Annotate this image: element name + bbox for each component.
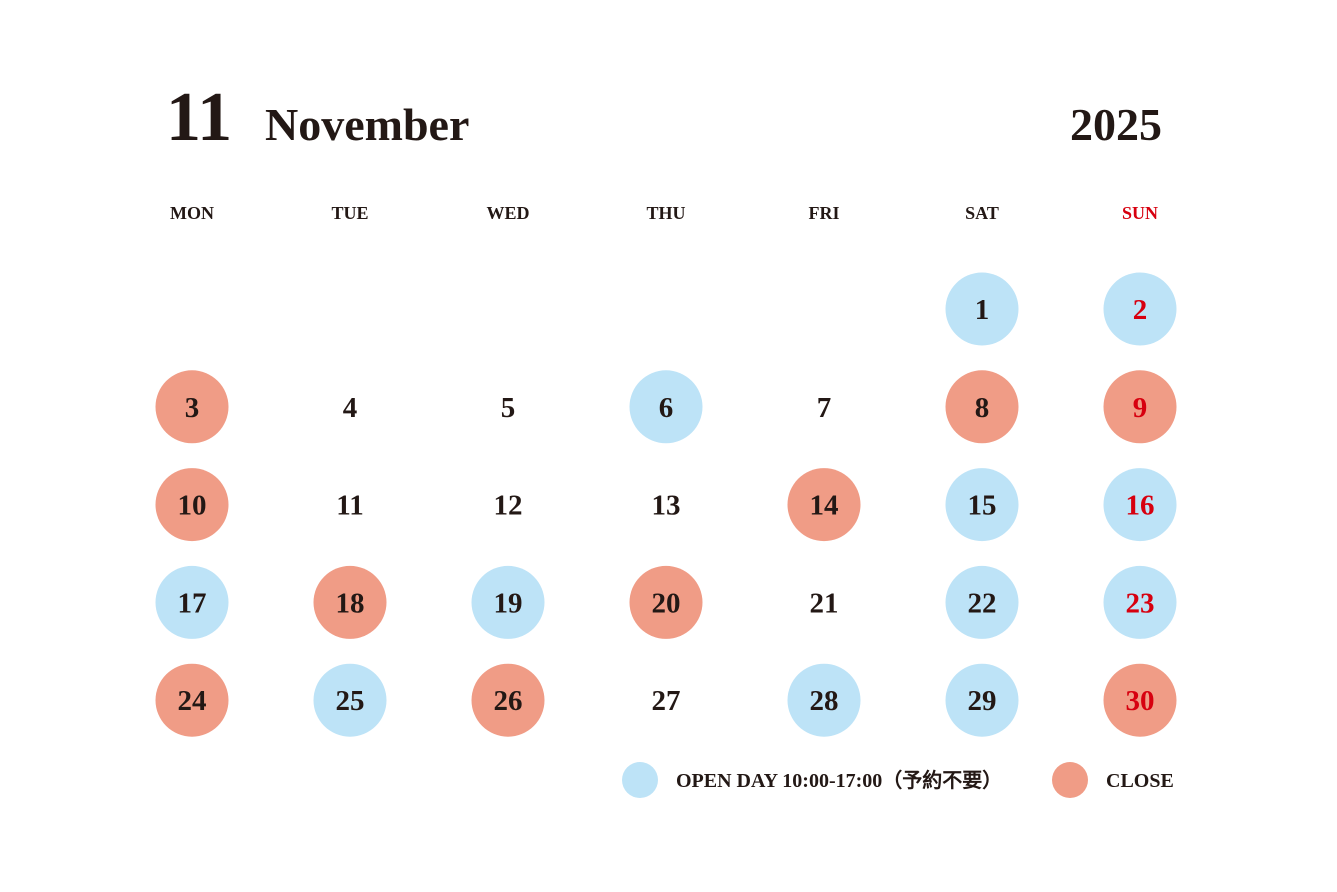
day-marker — [945, 663, 1019, 737]
day-marker — [945, 370, 1019, 444]
day-marker — [787, 663, 861, 737]
day-number: 12 — [494, 490, 523, 522]
day-number: 17 — [178, 587, 207, 619]
day-marker — [1103, 468, 1177, 542]
day-number: 11 — [336, 490, 363, 522]
day-number: 18 — [336, 587, 365, 619]
day-number: 4 — [343, 392, 358, 424]
weekday-label: SAT — [965, 203, 999, 223]
day-number: 22 — [968, 587, 997, 619]
day-number: 29 — [968, 685, 997, 717]
day-number: 19 — [494, 587, 523, 619]
legend-label: OPEN DAY 10:00-17:00（予約不要） — [676, 768, 1002, 792]
weekday-label: FRI — [809, 203, 840, 223]
month-number: 11 — [166, 79, 232, 156]
month-name: November — [265, 99, 469, 150]
day-marker — [629, 565, 703, 639]
weekday-label: TUE — [331, 203, 368, 223]
legend-label: CLOSE — [1106, 770, 1174, 792]
day-number: 30 — [1126, 685, 1155, 717]
day-number: 14 — [810, 490, 839, 522]
day-marker — [787, 468, 861, 542]
legend-swatch — [1052, 762, 1088, 798]
day-number: 2 — [1133, 294, 1148, 326]
day-marker — [155, 565, 229, 639]
day-number: 24 — [178, 685, 207, 717]
day-number: 6 — [659, 392, 674, 424]
day-marker — [629, 370, 703, 444]
day-marker — [471, 565, 545, 639]
day-number: 7 — [817, 392, 832, 424]
weekday-label: WED — [486, 203, 529, 223]
day-number: 9 — [1133, 392, 1148, 424]
year: 2025 — [1070, 99, 1162, 150]
day-number: 23 — [1126, 587, 1155, 619]
day-marker — [155, 663, 229, 737]
day-number: 25 — [336, 685, 365, 717]
day-marker — [1103, 663, 1177, 737]
day-number: 27 — [652, 685, 681, 717]
day-number: 3 — [185, 392, 200, 424]
day-marker — [471, 663, 545, 737]
day-number: 5 — [501, 392, 516, 424]
day-marker — [945, 468, 1019, 542]
day-marker — [1103, 565, 1177, 639]
day-marker — [945, 272, 1019, 346]
day-marker — [313, 565, 387, 639]
day-number: 1 — [975, 294, 990, 326]
weekday-label: THU — [646, 203, 685, 223]
day-marker — [155, 370, 229, 444]
day-number: 15 — [968, 490, 997, 522]
day-marker — [155, 468, 229, 542]
day-number: 8 — [975, 392, 990, 424]
day-marker — [1103, 272, 1177, 346]
day-marker — [1103, 370, 1177, 444]
day-number: 21 — [810, 587, 839, 619]
day-marker — [313, 663, 387, 737]
legend-swatch — [622, 762, 658, 798]
day-number: 26 — [494, 685, 523, 717]
day-marker — [945, 565, 1019, 639]
day-number: 10 — [178, 490, 207, 522]
weekday-label: MON — [170, 203, 214, 223]
day-number: 20 — [652, 587, 681, 619]
day-number: 28 — [810, 685, 839, 717]
day-number: 13 — [652, 490, 681, 522]
weekday-label: SUN — [1122, 203, 1158, 223]
day-number: 16 — [1126, 490, 1155, 522]
